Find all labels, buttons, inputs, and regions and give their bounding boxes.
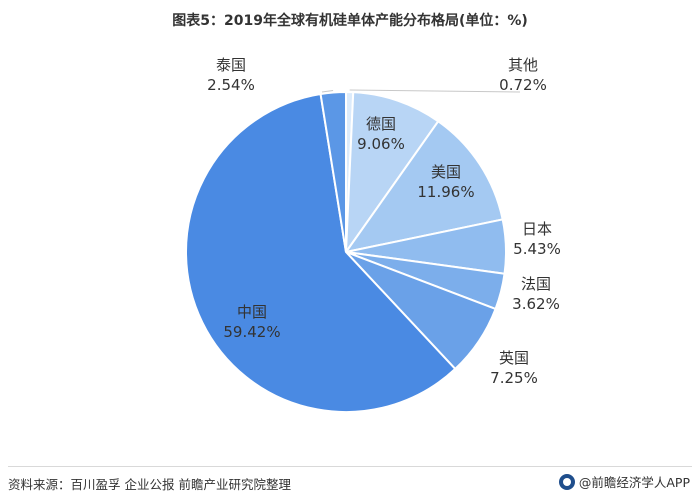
- slice-label-2: 美国: [431, 163, 461, 181]
- brand-text: @前瞻经济学人APP: [578, 475, 690, 490]
- pie-slice-1: [344, 91, 440, 256]
- footer-divider: [8, 466, 692, 467]
- slice-value-5: 7.25%: [490, 369, 538, 387]
- leader-line-7: [321, 90, 334, 93]
- slice-value-2: 11.96%: [417, 183, 474, 201]
- slice-label-0: 其他: [508, 56, 538, 74]
- slice-label-5: 英国: [499, 349, 529, 367]
- leader-line-0: [349, 89, 521, 93]
- slice-label-6: 中国: [237, 303, 267, 321]
- slice-label-1: 德国: [366, 115, 396, 133]
- slice-value-7: 2.54%: [207, 76, 255, 94]
- brand-logo-icon: [558, 473, 575, 490]
- pie-slice-7: [319, 90, 347, 253]
- slice-value-3: 5.43%: [513, 240, 561, 258]
- chart-title: 图表5：2019年全球有机硅单体产能分布格局(单位：%): [172, 13, 528, 29]
- pie-slice-2: [343, 119, 504, 254]
- slice-label-3: 日本: [522, 220, 552, 238]
- slice-label-7: 泰国: [216, 56, 246, 74]
- source-note: 资料来源：百川盈孚 企业公报 前瞻产业研究院整理: [8, 477, 291, 492]
- brand-mark: @前瞻经济学人APP: [558, 472, 690, 491]
- slice-value-6: 59.42%: [223, 323, 280, 341]
- slice-value-0: 0.72%: [499, 76, 547, 94]
- slice-value-4: 3.62%: [512, 295, 560, 313]
- slice-value-1: 9.06%: [357, 135, 405, 153]
- pie-slice-6: [185, 92, 457, 413]
- slice-label-4: 法国: [521, 275, 551, 293]
